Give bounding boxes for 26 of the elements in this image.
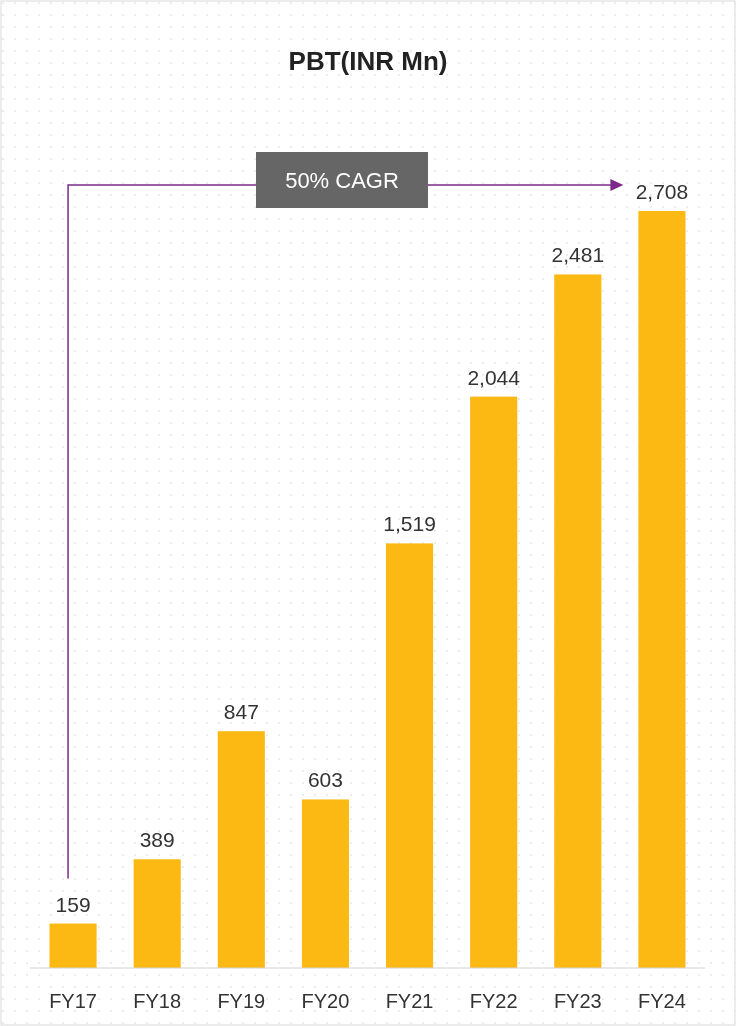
bar xyxy=(133,859,181,968)
bar xyxy=(301,799,349,968)
data-label: 389 xyxy=(139,828,175,852)
bar xyxy=(217,731,265,968)
data-label: 2,481 xyxy=(551,243,605,267)
x-tick-label: FY23 xyxy=(553,990,602,1012)
x-tick-label: FY19 xyxy=(217,990,266,1012)
bar xyxy=(554,274,602,968)
bar xyxy=(386,543,434,968)
x-tick-label: FY20 xyxy=(301,990,350,1012)
x-tick-label: FY17 xyxy=(49,990,97,1012)
chart-title: PBT(INR Mn) xyxy=(288,46,448,76)
data-label: 159 xyxy=(55,892,91,916)
data-label: 603 xyxy=(307,768,343,792)
x-tick-label: FY24 xyxy=(638,990,686,1012)
data-label: 1,519 xyxy=(383,512,436,536)
x-tick-label: FY18 xyxy=(133,990,182,1012)
data-label: 2,044 xyxy=(467,365,521,389)
data-label: 2,708 xyxy=(635,180,689,203)
text: 50% CAGR xyxy=(285,168,399,193)
bar xyxy=(49,923,97,968)
bar xyxy=(470,396,518,968)
data-label: 847 xyxy=(223,700,259,724)
x-tick-label: FY22 xyxy=(469,990,518,1012)
x-tick-label: FY21 xyxy=(385,990,434,1012)
bar xyxy=(638,211,686,968)
